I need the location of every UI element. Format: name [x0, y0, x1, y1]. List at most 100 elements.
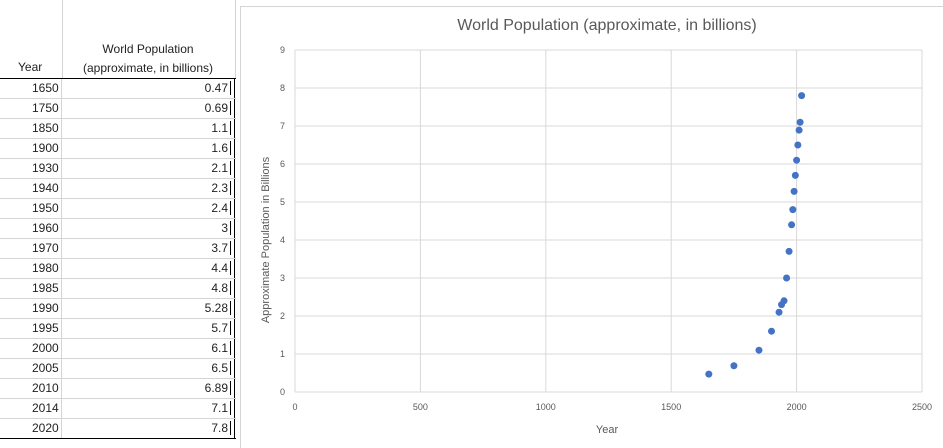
population-cell[interactable]: 1.1 — [63, 119, 235, 138]
gridlines — [294, 49, 923, 393]
year-cell[interactable]: 1850 — [0, 119, 62, 138]
y-axis-label: Approximate Population in Billions — [260, 156, 272, 323]
table-row: 2010 6.89 — [0, 379, 236, 399]
x-tick-label: 1500 — [661, 402, 681, 412]
data-point[interactable] — [795, 126, 803, 134]
population-value: 3 — [221, 221, 231, 235]
y-tick-label: 3 — [280, 273, 285, 283]
column-divider — [235, 0, 236, 78]
chart-frame — [240, 6, 943, 448]
year-column-header[interactable]: Year — [18, 60, 43, 74]
year-cell[interactable]: 1980 — [0, 259, 62, 278]
year-cell[interactable]: 1970 — [0, 239, 62, 258]
table-row: 1850 1.1 — [0, 119, 236, 139]
data-point[interactable] — [730, 362, 738, 370]
population-value: 0.47 — [204, 81, 231, 95]
population-value: 7.8 — [211, 421, 231, 435]
year-cell[interactable]: 1650 — [0, 79, 62, 98]
population-value: 2.1 — [211, 161, 231, 175]
population-cell[interactable]: 6.1 — [63, 339, 235, 358]
y-tick-label: 1 — [280, 349, 285, 359]
population-cell[interactable]: 5.7 — [63, 319, 235, 338]
year-cell[interactable]: 1950 — [0, 199, 62, 218]
data-point[interactable] — [780, 297, 788, 305]
year-cell[interactable]: 1960 — [0, 219, 62, 238]
population-value: 4.8 — [211, 281, 231, 295]
year-cell[interactable]: 1995 — [0, 319, 62, 338]
population-column-header[interactable]: World Population (approximate, in billio… — [62, 40, 234, 78]
population-value: 6.1 — [211, 341, 231, 355]
column-divider — [62, 0, 63, 78]
population-cell[interactable]: 7.8 — [63, 419, 235, 438]
year-cell[interactable]: 1900 — [0, 139, 62, 158]
data-point[interactable] — [705, 370, 713, 378]
population-value: 5.28 — [204, 301, 231, 315]
population-cell[interactable]: 0.47 — [63, 79, 235, 98]
data-point[interactable] — [794, 141, 802, 149]
y-tick-label: 5 — [280, 197, 285, 207]
population-value: 0.69 — [204, 101, 231, 115]
population-cell[interactable]: 1.6 — [63, 139, 235, 158]
y-tick-label: 2 — [280, 311, 285, 321]
data-point[interactable] — [790, 187, 798, 195]
year-cell[interactable]: 1930 — [0, 159, 62, 178]
data-point[interactable] — [791, 171, 799, 179]
year-cell[interactable]: 2020 — [0, 419, 62, 438]
population-value: 6.89 — [204, 381, 231, 395]
data-point[interactable] — [796, 118, 804, 126]
y-tick-label: 8 — [280, 83, 285, 93]
chart-title: World Population (approximate, in billio… — [457, 17, 756, 34]
table-row: 2005 6.5 — [0, 359, 236, 379]
population-cell[interactable]: 0.69 — [63, 99, 235, 118]
population-cell[interactable]: 3 — [63, 219, 235, 238]
data-point[interactable] — [789, 206, 797, 214]
population-cell[interactable]: 5.28 — [63, 299, 235, 318]
year-cell[interactable]: 1750 — [0, 99, 62, 118]
population-cell[interactable]: 6.89 — [63, 379, 235, 398]
population-cell[interactable]: 2.4 — [63, 199, 235, 218]
population-value: 2.3 — [211, 181, 231, 195]
population-cell[interactable]: 2.3 — [63, 179, 235, 198]
year-cell[interactable]: 1940 — [0, 179, 62, 198]
table-row: 1985 4.8 — [0, 279, 236, 299]
x-axis-label: Year — [596, 424, 619, 436]
table-row: 1980 4.4 — [0, 259, 236, 279]
data-point[interactable] — [788, 221, 796, 229]
population-cell[interactable]: 2.1 — [63, 159, 235, 178]
population-value: 7.1 — [211, 401, 231, 415]
data-point[interactable] — [755, 346, 763, 354]
year-cell[interactable]: 2005 — [0, 359, 62, 378]
population-cell[interactable]: 6.5 — [63, 359, 235, 378]
population-value: 2.4 — [211, 201, 231, 215]
year-cell[interactable]: 2010 — [0, 379, 62, 398]
data-point[interactable] — [785, 247, 793, 255]
x-tick-label: 2500 — [912, 402, 932, 412]
table-row: 1950 2.4 — [0, 199, 236, 219]
data-point[interactable] — [775, 308, 783, 316]
table-row: 2020 7.8 — [0, 419, 236, 439]
y-tick-label: 7 — [280, 121, 285, 131]
population-value: 6.5 — [211, 361, 231, 375]
x-tick-label: 0 — [292, 402, 297, 412]
x-tick-label: 1000 — [536, 402, 556, 412]
year-cell[interactable]: 2000 — [0, 339, 62, 358]
data-point[interactable] — [793, 156, 801, 164]
table-row: 2000 6.1 — [0, 339, 236, 359]
data-point[interactable] — [798, 92, 806, 100]
year-cell[interactable]: 1985 — [0, 279, 62, 298]
data-point[interactable] — [768, 327, 776, 335]
table-row: 1970 3.7 — [0, 239, 236, 259]
population-cell[interactable]: 4.4 — [63, 259, 235, 278]
tick-labels: 0 1 2 3 4 5 6 7 8 9 0 500 1000 1500 2000 2500 — [280, 45, 932, 412]
table-row: 1940 2.3 — [0, 179, 236, 199]
population-value: 5.7 — [211, 321, 231, 335]
population-cell[interactable]: 3.7 — [63, 239, 235, 258]
table-row: 2014 7.1 — [0, 399, 236, 419]
data-point[interactable] — [783, 274, 791, 282]
year-cell[interactable]: 1990 — [0, 299, 62, 318]
scatter-chart[interactable]: World Population (approximate, in billio… — [240, 0, 943, 448]
year-cell[interactable]: 2014 — [0, 399, 62, 418]
population-cell[interactable]: 4.8 — [63, 279, 235, 298]
population-cell[interactable]: 7.1 — [63, 399, 235, 418]
table-row: 1650 0.47 — [0, 79, 236, 99]
